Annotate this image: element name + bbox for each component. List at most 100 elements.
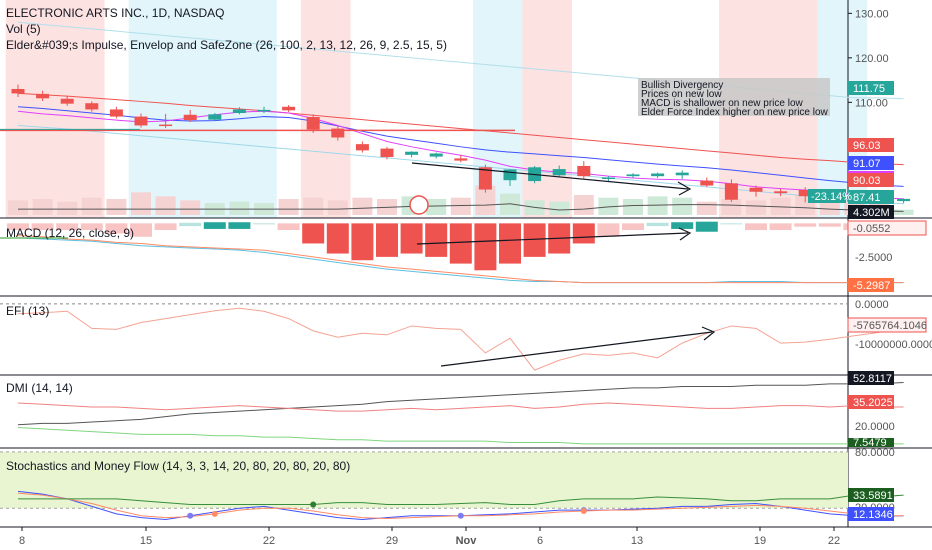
indicator-label: Elder&#039;s Impulse, Envelop and SafeZo… <box>6 38 447 52</box>
annotation-line: MACD is shallower on new price low <box>641 98 804 109</box>
efi-line <box>17 307 880 371</box>
volume-bar <box>352 197 373 215</box>
macd-signal-line <box>17 235 904 284</box>
macd-title: MACD (12, 26, close, 9) <box>6 226 134 240</box>
x-tick-label: 6 <box>537 535 543 547</box>
volume-label: Vol (5) <box>6 22 41 36</box>
value-badge <box>848 438 894 447</box>
macd-histogram-bar <box>56 223 79 231</box>
macd-histogram-bar <box>80 223 103 231</box>
divergence-arrow-macd <box>416 232 689 245</box>
impulse-background-bar <box>325 0 351 218</box>
macd-histogram-bar <box>671 222 694 229</box>
value-badge-label: 35.2025 <box>853 397 893 409</box>
candle-body <box>306 117 320 130</box>
macd-histogram-bar <box>277 223 300 231</box>
macd-histogram-bar <box>179 222 202 227</box>
candle-body <box>429 153 443 157</box>
impulse-background-bar <box>54 0 80 218</box>
macd-histogram-bar <box>572 223 595 244</box>
volume-bar <box>278 199 299 215</box>
value-badge-label: 87.41 <box>853 192 881 204</box>
candle-body <box>11 88 25 94</box>
volume-bar <box>696 201 717 215</box>
annotation-line: Bullish Divergency <box>641 80 723 91</box>
value-badge <box>848 488 894 502</box>
impulse-background-bar <box>300 0 326 218</box>
value-badge <box>848 395 894 409</box>
volume-bar <box>721 199 742 215</box>
candle-body <box>232 109 246 114</box>
candle-body <box>577 165 591 177</box>
x-tick-label: 19 <box>754 535 766 547</box>
macd-histogram-bar <box>7 223 29 231</box>
stoch-cross-marker <box>457 512 464 519</box>
value-badge-label: -0.0552 <box>853 223 890 235</box>
chart-title: ELECTRONIC ARTS INC., 1D, NASDAQ <box>6 6 225 20</box>
macd-histogram-bar <box>154 223 177 231</box>
macd-histogram-bar <box>818 223 841 227</box>
macd-histogram-bar <box>769 223 792 231</box>
volume-bar <box>598 197 619 215</box>
stoch-cross-marker <box>310 501 317 508</box>
macd-histogram-bar <box>695 221 718 232</box>
stoch-line-mfi <box>18 494 904 505</box>
candle-body <box>700 180 714 186</box>
stoch-title: Stochastics and Money Flow (14, 3, 3, 14… <box>6 459 350 473</box>
earnings-marker-label: E <box>415 200 422 212</box>
dmi-title: DMI (14, 14) <box>6 381 73 395</box>
change-badge-label: -23.14% <box>811 191 852 203</box>
stoch-cross-marker <box>211 510 218 517</box>
candle-body <box>355 144 369 151</box>
impulse-background-bar <box>128 0 154 218</box>
volume-bar <box>475 185 496 215</box>
value-badge-label: 52.8117 <box>853 373 892 385</box>
value-badge <box>848 156 894 170</box>
annotation-line: Prices on new low <box>641 89 722 100</box>
earnings-marker <box>409 195 429 215</box>
volume-bar <box>155 196 176 215</box>
value-badge <box>848 81 894 95</box>
value-badge <box>848 173 894 187</box>
candle-body <box>331 128 345 138</box>
volume-bar <box>500 193 520 215</box>
macd-histogram-bar <box>794 223 817 227</box>
value-badge <box>847 220 927 236</box>
candle-body <box>749 187 763 192</box>
annotation-box <box>638 78 830 116</box>
macd-histogram-bar <box>326 223 349 254</box>
macd-histogram-bar <box>499 223 521 264</box>
volume-bar <box>180 200 201 215</box>
volume-bar <box>893 209 914 215</box>
price-tick-label: 120.00 <box>855 53 889 65</box>
price-tick-label: 130.00 <box>855 8 889 20</box>
impulse-background-bar <box>177 0 203 218</box>
impulse-background-bar <box>5 0 31 218</box>
value-badge-label: 12.1346 <box>853 509 893 521</box>
impulse-background-bar <box>546 0 572 218</box>
candle-body <box>60 98 74 104</box>
candle-body <box>380 148 394 158</box>
macd-histogram-bar <box>376 223 398 257</box>
divergence-arrow-efi <box>440 331 713 367</box>
divergence-arrow-price <box>411 162 689 190</box>
candle-body <box>724 183 738 200</box>
volume-bar <box>623 199 643 215</box>
stoch-cross-marker <box>187 512 194 519</box>
value-badge <box>848 507 894 521</box>
annotation-line: Elder Force Index higher on new price lo… <box>641 107 829 118</box>
volume-bar <box>450 197 471 215</box>
candle-body <box>503 169 517 181</box>
candle-body <box>774 191 788 194</box>
macd-histogram-bar <box>646 222 669 227</box>
axis-value-label: -10000000.0000 <box>855 339 932 351</box>
candle-body <box>208 114 222 120</box>
value-badge <box>848 190 894 204</box>
candle-body <box>405 151 419 155</box>
macd-histogram-bar <box>203 222 226 229</box>
axis-value-label: 0.0000 <box>855 299 889 311</box>
x-tick-label: 13 <box>631 535 643 547</box>
value-badge <box>848 205 894 219</box>
price-tick-label: 110.00 <box>855 97 888 109</box>
